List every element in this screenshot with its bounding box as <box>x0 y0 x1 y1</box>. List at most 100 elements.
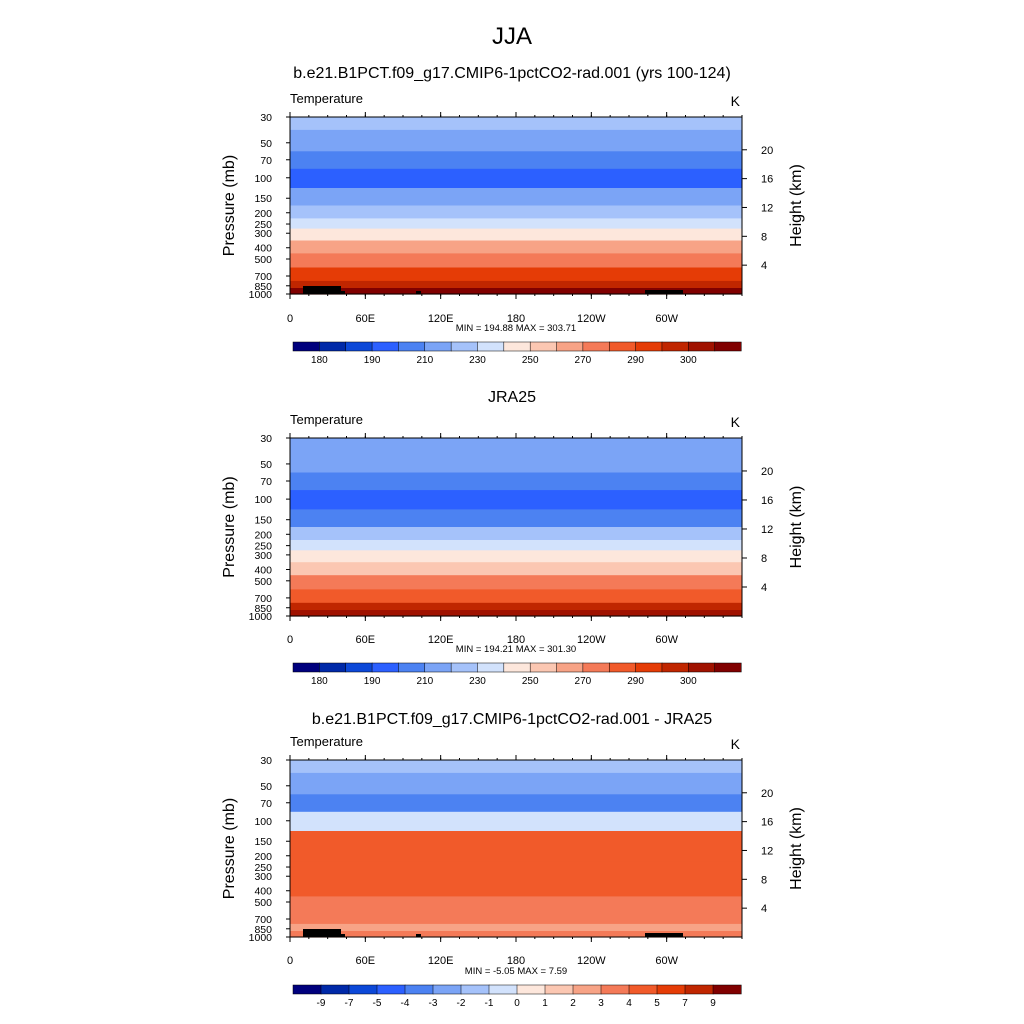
colorbar-label: -2 <box>457 998 466 1009</box>
x-tick-label: 60E <box>356 955 376 967</box>
colorbar-swatch <box>503 341 531 352</box>
colorbar-swatch <box>582 662 610 673</box>
panel-title: b.e21.B1PCT.f09_g17.CMIP6-1pctCO2-rad.00… <box>312 711 712 728</box>
y-tick-label: 700 <box>254 271 272 283</box>
colorbar-swatch <box>661 662 689 673</box>
y2-tick-label: 16 <box>761 817 773 829</box>
y-tick-label: 400 <box>254 886 272 898</box>
colorbar-swatch <box>503 662 531 673</box>
y-tick-label: 50 <box>260 459 272 471</box>
y2-tick-label: 20 <box>761 145 773 157</box>
colorbar-label: 270 <box>575 355 592 366</box>
colorbar-swatch <box>556 662 584 673</box>
y2-tick-label: 16 <box>761 495 773 507</box>
field-band-200mb <box>290 848 742 862</box>
colorbar-swatch <box>424 341 452 352</box>
colorbar: 180 190 210 230 250 270 290 300 <box>292 341 742 366</box>
field-band-850mb <box>290 923 742 934</box>
field-band-700mb <box>290 267 742 282</box>
y-tick-label: 50 <box>260 138 272 150</box>
land-block <box>645 290 683 294</box>
colorbar: -9 -7 -5 -4 -3 -2 -1 0 1 2 3 4 5 7 9 <box>292 984 742 1009</box>
y2-axis-title: Height (km) <box>788 486 805 569</box>
field-band-400mb <box>290 883 742 897</box>
field-band-100mb <box>290 168 742 189</box>
y-tick-label: 30 <box>260 755 272 767</box>
colorbar-label: -5 <box>373 998 382 1009</box>
surface-band <box>290 610 742 616</box>
colorbar-swatch <box>712 984 742 995</box>
field-band-150mb <box>290 509 742 528</box>
colorbar-swatch <box>516 984 546 995</box>
y-tick-label: 200 <box>254 529 272 541</box>
colorbar-label: 270 <box>575 676 592 687</box>
colorbar-swatch <box>714 341 742 352</box>
temperature-field <box>290 117 742 295</box>
y2-tick-label: 12 <box>761 202 773 214</box>
colorbar-label: 190 <box>364 676 381 687</box>
panel-3: b.e21.B1PCT.f09_g17.CMIP6-1pctCO2-rad.00… <box>221 711 805 1009</box>
y-tick-label: 50 <box>260 781 272 793</box>
colorbar-label: -3 <box>429 998 438 1009</box>
colorbar-swatch <box>684 984 714 995</box>
min-max-stats: MIN = 194.21 MAX = 301.30 <box>456 644 576 655</box>
colorbar-swatch <box>376 984 406 995</box>
y-tick-label: 250 <box>254 862 272 874</box>
units-label: K <box>731 93 741 109</box>
land-block <box>416 291 421 294</box>
land-block <box>645 933 683 937</box>
field-band-100mb <box>290 490 742 510</box>
colorbar-swatch <box>635 662 663 673</box>
colorbar-swatch <box>371 662 399 673</box>
min-max-stats: MIN = 194.88 MAX = 303.71 <box>456 323 576 334</box>
field-band-250mb <box>290 861 742 873</box>
x-tick-label: 0 <box>287 955 293 967</box>
colorbar-swatch <box>348 984 378 995</box>
colorbar-label: 180 <box>311 355 328 366</box>
colorbar-swatch <box>460 984 490 995</box>
y-axis-title: Pressure (mb) <box>221 798 238 899</box>
colorbar-swatch <box>292 341 320 352</box>
colorbar-label: 7 <box>682 998 688 1009</box>
colorbar-swatch <box>572 984 602 995</box>
y-tick-label: 850 <box>254 281 272 293</box>
y-tick-label: 500 <box>254 254 272 266</box>
colorbar-label: 230 <box>469 355 486 366</box>
land-block <box>341 291 345 294</box>
x-tick-label: 120W <box>577 955 606 967</box>
colorbar-label: 2 <box>570 998 576 1009</box>
colorbar-label: 210 <box>416 676 433 687</box>
x-tick-label: 120E <box>428 313 454 325</box>
y-tick-label: 30 <box>260 433 272 445</box>
field-band-30mb <box>290 760 742 774</box>
y2-tick-label: 4 <box>761 260 767 272</box>
colorbar-swatch <box>582 341 610 352</box>
colorbar-label: 9 <box>710 998 716 1009</box>
y-tick-label: 500 <box>254 897 272 909</box>
field-band-70mb <box>290 151 742 170</box>
y-tick-label: 700 <box>254 914 272 926</box>
colorbar-label: 250 <box>522 676 539 687</box>
field-band-300mb <box>290 228 742 242</box>
variable-label: Temperature <box>290 734 363 749</box>
colorbar-label: 3 <box>598 998 604 1009</box>
field-band-50mb <box>290 772 742 795</box>
y-tick-label: 850 <box>254 603 272 615</box>
colorbar-swatch <box>477 662 505 673</box>
variable-label: Temperature <box>290 91 363 106</box>
land-mask <box>303 929 683 937</box>
colorbar-swatch <box>292 984 322 995</box>
x-tick-label: 120E <box>428 634 454 646</box>
colorbar-swatch <box>714 662 742 673</box>
y-tick-label: 700 <box>254 593 272 605</box>
x-tick-label: 60W <box>655 634 678 646</box>
variable-label: Temperature <box>290 412 363 427</box>
y2-tick-label: 12 <box>761 524 773 536</box>
field-band-300mb <box>290 550 742 563</box>
colorbar-label: 290 <box>627 355 644 366</box>
y-tick-label: 70 <box>260 155 272 167</box>
colorbar-swatch <box>529 341 558 352</box>
x-tick-label: 0 <box>287 634 293 646</box>
y-tick-label: 400 <box>254 243 272 255</box>
